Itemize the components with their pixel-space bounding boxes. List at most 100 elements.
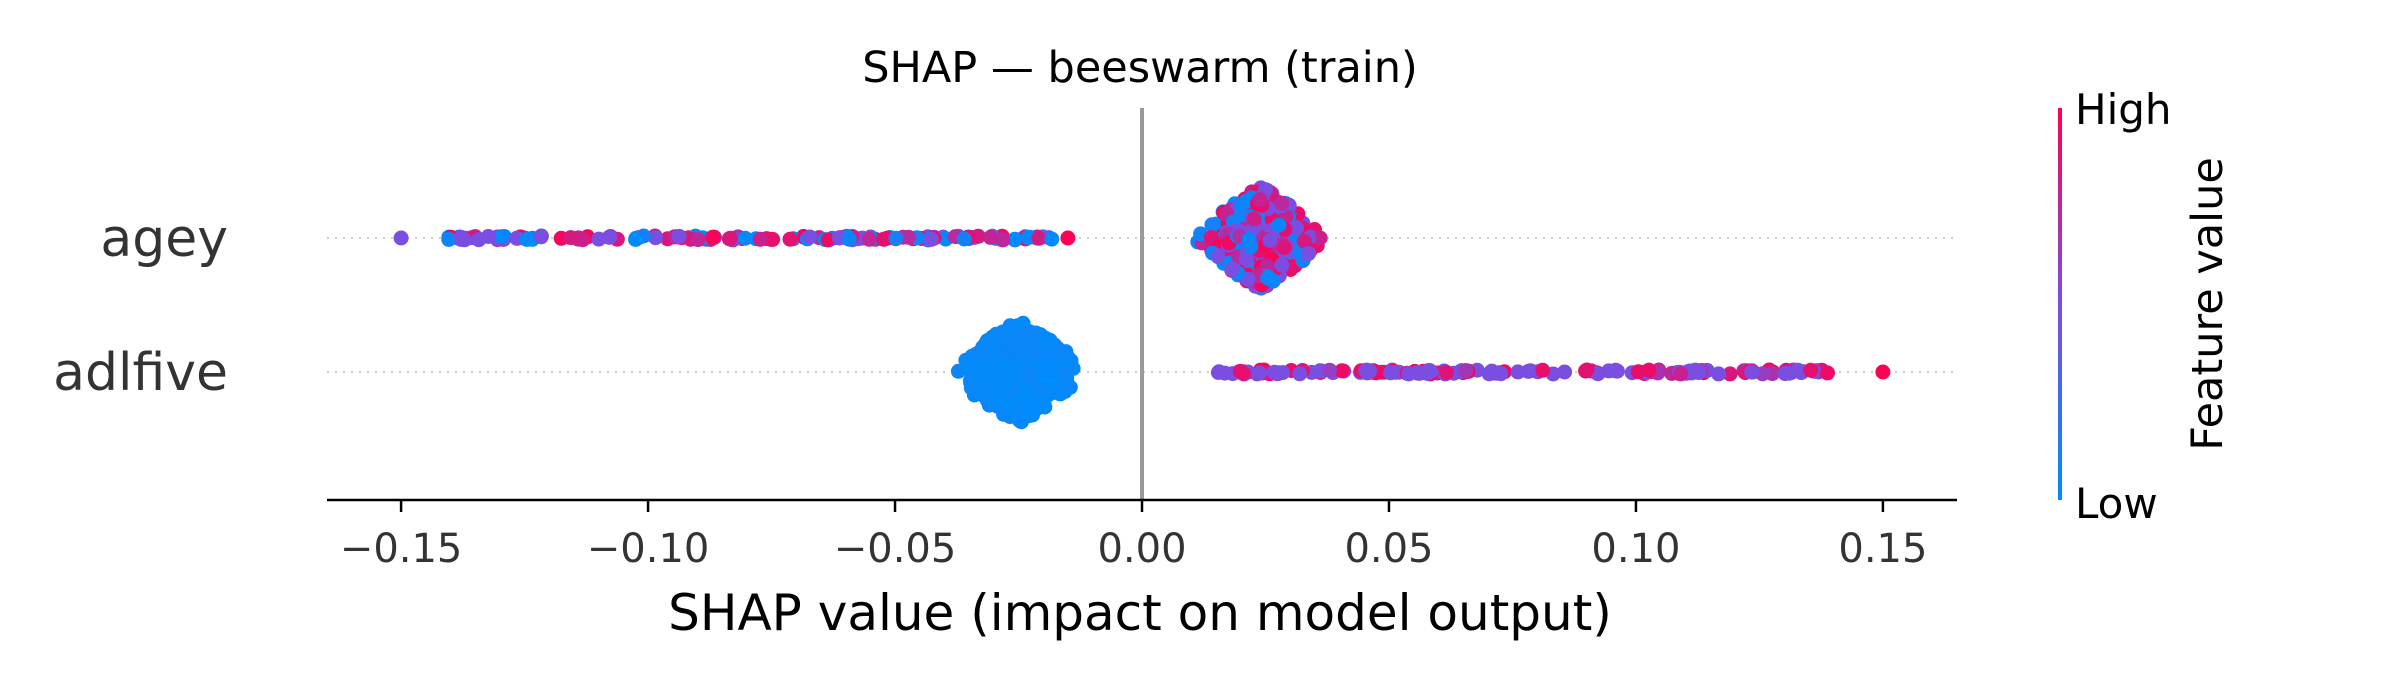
shap-point bbox=[1711, 366, 1727, 382]
shap-point bbox=[601, 229, 617, 245]
shap-point bbox=[956, 231, 972, 247]
shap-point bbox=[1058, 344, 1074, 360]
shap-point bbox=[1007, 231, 1023, 247]
shap-point bbox=[453, 229, 469, 245]
shap-point bbox=[1035, 342, 1051, 358]
shap-point bbox=[876, 231, 892, 247]
x-tick-label: −0.15 bbox=[340, 526, 463, 572]
shap-point bbox=[1252, 365, 1268, 381]
shap-point bbox=[923, 231, 939, 247]
shap-point bbox=[1252, 192, 1268, 208]
shap-point bbox=[1224, 261, 1240, 277]
shap-point bbox=[1274, 257, 1290, 273]
shap-point bbox=[1312, 230, 1328, 246]
shap-point bbox=[1419, 365, 1435, 381]
shap-point bbox=[533, 229, 549, 245]
shap-point bbox=[1744, 364, 1760, 380]
feature-rows: agey adlfive bbox=[53, 209, 1957, 403]
shap-point bbox=[1243, 239, 1259, 255]
x-tick-label: −0.05 bbox=[834, 526, 957, 572]
shap-point bbox=[1014, 367, 1030, 382]
shap-point bbox=[1276, 240, 1292, 256]
shap-point bbox=[1041, 357, 1056, 373]
shap-point bbox=[1579, 362, 1595, 378]
shap-point bbox=[1022, 395, 1038, 411]
shap-point bbox=[1056, 365, 1072, 381]
shap-point bbox=[1439, 365, 1454, 380]
shap-point bbox=[1334, 363, 1350, 379]
shap-point bbox=[1265, 273, 1281, 289]
shap-point bbox=[995, 232, 1011, 248]
x-tick-label: 0.10 bbox=[1591, 526, 1680, 572]
shap-point bbox=[1274, 195, 1290, 211]
shap-point bbox=[1557, 364, 1573, 380]
shap-point bbox=[1535, 362, 1551, 378]
shap-point bbox=[1010, 402, 1026, 418]
shap-point bbox=[1204, 217, 1220, 233]
shap-point bbox=[1020, 230, 1036, 245]
shap-point bbox=[752, 231, 768, 247]
x-tick-label: −0.10 bbox=[587, 526, 710, 572]
x-axis-ticks: −0.15 −0.10 −0.05 0.00 0.05 0.10 0.15 bbox=[340, 500, 1927, 572]
shap-point bbox=[802, 229, 818, 245]
shap-point bbox=[1013, 349, 1029, 365]
shap-point bbox=[722, 230, 738, 246]
shap-point bbox=[628, 231, 644, 247]
shap-point bbox=[1296, 233, 1312, 249]
shap-point bbox=[1388, 364, 1404, 380]
shap-point bbox=[575, 232, 591, 248]
shap-point bbox=[1044, 231, 1060, 247]
shap-point bbox=[1691, 364, 1707, 380]
shap-point bbox=[1038, 371, 1054, 387]
shap-point bbox=[1030, 382, 1046, 398]
shap-point bbox=[989, 346, 1005, 362]
colorbar: High Low Feature value bbox=[2058, 85, 2233, 528]
shap-point bbox=[888, 230, 904, 246]
shap-point bbox=[1000, 346, 1016, 362]
shap-point bbox=[992, 393, 1008, 409]
chart-title: SHAP — beeswarm (train) bbox=[862, 43, 1418, 93]
shap-point bbox=[705, 229, 721, 245]
shap-point bbox=[1271, 217, 1287, 233]
shap-point bbox=[690, 232, 706, 248]
shap-point bbox=[671, 228, 687, 244]
shap-point bbox=[1401, 366, 1417, 382]
shap-point bbox=[1270, 366, 1286, 382]
shap-point bbox=[861, 231, 877, 247]
shap-point bbox=[963, 374, 979, 390]
colorbar-high-label: High bbox=[2075, 85, 2172, 134]
shap-point bbox=[1458, 363, 1474, 378]
shap-point bbox=[1673, 366, 1689, 382]
shap-point bbox=[563, 230, 579, 246]
shap-point bbox=[393, 230, 409, 246]
x-tick-label: 0.05 bbox=[1344, 526, 1433, 572]
shap-point bbox=[1210, 248, 1226, 264]
shap-point bbox=[978, 335, 994, 351]
x-tick-label: 0.15 bbox=[1838, 526, 1927, 572]
shap-point bbox=[1520, 363, 1536, 379]
shap-point bbox=[1301, 246, 1316, 262]
shap-point bbox=[820, 232, 836, 248]
shap-point bbox=[782, 231, 798, 247]
feature-label-agey: agey bbox=[100, 209, 228, 269]
shap-point bbox=[1060, 230, 1076, 246]
shap-point bbox=[1722, 366, 1738, 382]
shap-point bbox=[1820, 365, 1835, 381]
shap-point bbox=[1292, 366, 1308, 382]
shap-point bbox=[1493, 366, 1509, 382]
shap-point bbox=[1034, 396, 1050, 412]
colorbar-low-label: Low bbox=[2075, 479, 2158, 528]
shap-point bbox=[1262, 232, 1278, 248]
shap-point bbox=[1609, 363, 1625, 379]
shap-point bbox=[1803, 362, 1819, 378]
shap-point bbox=[441, 231, 457, 247]
shap-point bbox=[964, 362, 980, 378]
shap-point bbox=[1777, 366, 1793, 382]
shap-point bbox=[1031, 230, 1047, 246]
shap-point bbox=[493, 229, 509, 245]
shap-point bbox=[989, 362, 1005, 378]
shap-point bbox=[1875, 364, 1891, 380]
shap-point bbox=[1358, 363, 1374, 379]
